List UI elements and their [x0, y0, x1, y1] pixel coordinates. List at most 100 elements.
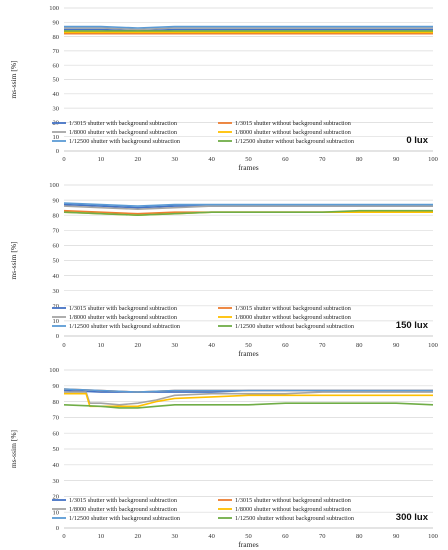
series-line: [64, 27, 433, 31]
x-tick-label: 30: [171, 156, 178, 163]
y-tick-label: 80: [53, 212, 60, 219]
y-tick-label: 50: [53, 446, 60, 453]
legend-label: 1/3015 shutter with background subtracti…: [69, 120, 177, 127]
series-line: [63, 205, 433, 210]
legend-label: 1/12500 shutter with background subtract…: [69, 515, 180, 522]
x-tick-label: 40: [208, 342, 215, 349]
series-line: [63, 388, 433, 393]
y-tick-label: 40: [53, 91, 60, 98]
y-tick-label: 40: [53, 462, 60, 469]
legend-label: 1/8000 shutter without background subtra…: [235, 129, 351, 136]
y-tick-label: 100: [49, 182, 59, 189]
x-tick-label: 60: [282, 342, 289, 349]
y-tick-label: 30: [53, 288, 60, 295]
y-tick-label: 100: [49, 367, 59, 374]
legend-label: 1/8000 shutter without background subtra…: [235, 314, 351, 321]
x-tick-label: 0: [62, 342, 65, 349]
y-tick-label: 80: [53, 399, 60, 406]
x-tick-label: 80: [356, 533, 363, 540]
x-tick-label: 30: [171, 533, 178, 540]
y-tick-label: 50: [53, 77, 60, 84]
x-tick-label: 100: [428, 156, 438, 163]
series-line: [63, 202, 433, 207]
legend-label: 1/3015 shutter with background subtracti…: [69, 305, 177, 312]
y-axis-label: ms-ssim [%]: [9, 241, 18, 279]
x-tick-label: 40: [208, 533, 215, 540]
x-tick-label: 0: [62, 533, 65, 540]
x-tick-label: 10: [98, 533, 105, 540]
x-tick-label: 100: [428, 533, 438, 540]
legend-label: 1/3015 shutter without background subtra…: [235, 497, 351, 504]
legend-label: 1/8000 shutter without background subtra…: [235, 506, 351, 513]
x-tick-label: 90: [393, 533, 400, 540]
series-line: [63, 209, 433, 216]
y-tick-label: 50: [53, 258, 60, 265]
y-tick-label: 20: [53, 303, 60, 310]
series-line: [64, 391, 433, 406]
x-tick-label: 20: [135, 342, 142, 349]
x-axis-label: frames: [238, 349, 258, 358]
y-tick-label: 90: [53, 20, 60, 27]
legend-label: 1/12500 shutter with background subtract…: [69, 138, 180, 145]
y-tick-label: 70: [53, 228, 60, 235]
x-tick-label: 10: [98, 342, 105, 349]
legend-label: 1/3015 shutter without background subtra…: [235, 305, 351, 312]
y-tick-label: 0: [56, 333, 59, 340]
x-tick-label: 20: [135, 156, 142, 163]
y-tick-label: 10: [53, 134, 60, 141]
legend-label: 1/8000 shutter with background subtracti…: [69, 314, 177, 321]
x-tick-label: 40: [208, 156, 215, 163]
y-tick-label: 40: [53, 273, 60, 280]
series-line: [64, 25, 433, 29]
y-tick-label: 0: [56, 148, 59, 155]
chart-panel-1: 0102030405060708090100010203040506070809…: [9, 5, 438, 172]
x-tick-label: 90: [393, 342, 400, 349]
y-tick-label: 90: [53, 383, 60, 390]
legend-label: 1/12500 shutter with background subtract…: [69, 323, 180, 330]
x-tick-label: 10: [98, 156, 105, 163]
y-tick-label: 30: [53, 478, 60, 485]
y-tick-label: 60: [53, 62, 60, 69]
x-tick-label: 100: [428, 342, 438, 349]
y-tick-label: 80: [53, 34, 60, 41]
legend-label: 1/3015 shutter with background subtracti…: [69, 497, 177, 504]
x-tick-label: 70: [319, 342, 326, 349]
x-tick-label: 50: [245, 156, 252, 163]
x-tick-label: 60: [282, 156, 289, 163]
legend-label: 1/8000 shutter with background subtracti…: [69, 506, 177, 513]
y-tick-label: 0: [56, 525, 59, 532]
legend-label: 1/8000 shutter with background subtracti…: [69, 129, 177, 136]
x-tick-label: 70: [319, 533, 326, 540]
lux-annotation: 0 lux: [406, 135, 428, 146]
x-tick-label: 90: [393, 156, 400, 163]
y-tick-label: 100: [49, 5, 59, 12]
y-tick-label: 10: [53, 318, 60, 325]
legend-label: 1/12500 shutter without background subtr…: [235, 323, 354, 330]
y-tick-label: 10: [53, 509, 60, 516]
legend-label: 1/12500 shutter without background subtr…: [235, 138, 354, 145]
y-tick-label: 90: [53, 197, 60, 204]
x-tick-label: 50: [245, 342, 252, 349]
y-axis-label: ms-ssim [%]: [9, 60, 18, 98]
x-tick-label: 0: [62, 156, 65, 163]
x-tick-label: 80: [356, 156, 363, 163]
y-tick-label: 30: [53, 105, 60, 112]
x-tick-label: 70: [319, 156, 326, 163]
legend-label: 1/3015 shutter without background subtra…: [235, 120, 351, 127]
legend-label: 1/12500 shutter without background subtr…: [235, 515, 354, 522]
y-tick-label: 60: [53, 430, 60, 437]
y-tick-label: 20: [53, 494, 60, 501]
x-tick-label: 30: [171, 342, 178, 349]
x-tick-label: 20: [135, 533, 142, 540]
x-tick-label: 80: [356, 342, 363, 349]
chart-panel-2: 0 10 20 30 40 50 60 70 80 90 100 0 10 20 30 40 50 60 70 80 9…: [9, 182, 438, 358]
x-tick-label: 50: [245, 533, 252, 540]
x-tick-label: 60: [282, 533, 289, 540]
chart-panel-3: 0 10 20 30 40 50 60 70 80 90 100 0 10 20 30 40 50 60 70 80 9…: [9, 367, 438, 549]
series-line: [63, 402, 434, 409]
y-tick-label: 60: [53, 243, 60, 250]
lux-annotation: 300 lux: [396, 512, 429, 523]
y-tick-label: 70: [53, 48, 60, 55]
y-axis-label: ms-ssim [%]: [9, 430, 18, 468]
